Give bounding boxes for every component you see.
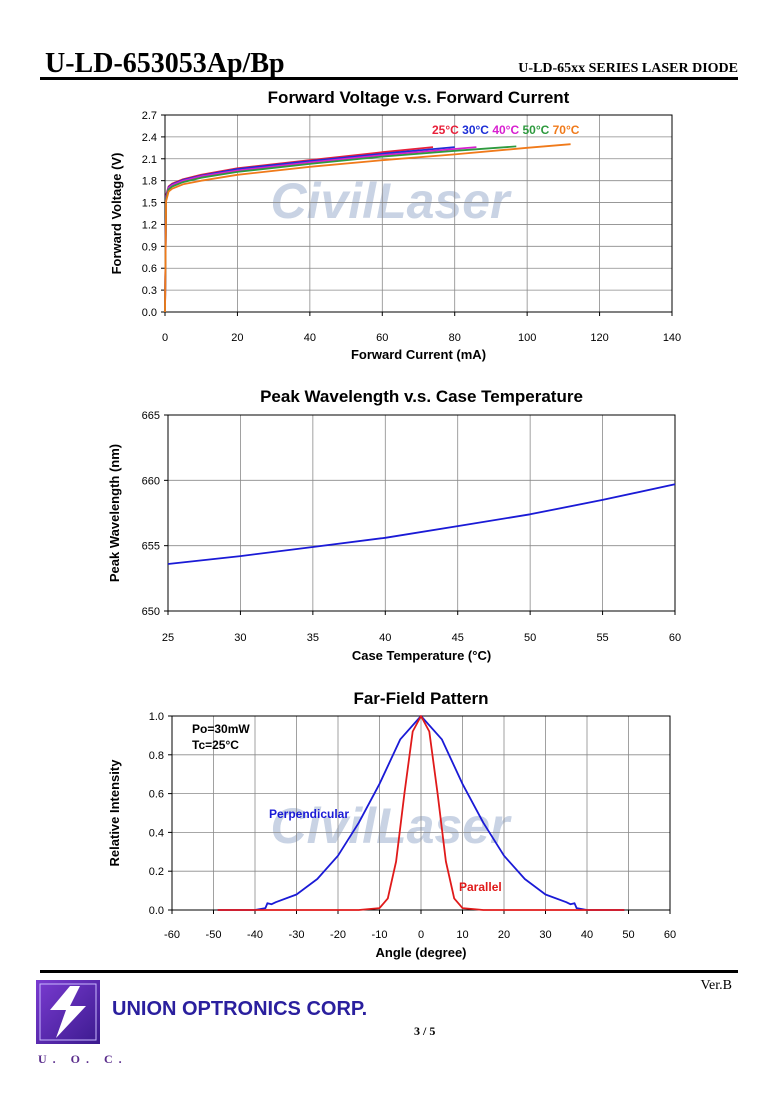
y-axis-label: Forward Voltage (V) [109, 153, 124, 275]
chart-title: Far-Field Pattern [353, 689, 488, 708]
x-tick-label: 60 [376, 332, 388, 344]
legend-entry: 40°C [492, 123, 522, 137]
legend-entry: 50°C [522, 123, 552, 137]
x-tick-label: 45 [452, 632, 464, 644]
x-tick-label: 25 [162, 632, 174, 644]
x-tick-label: 50 [524, 632, 536, 644]
legend-entry: 25°C [432, 123, 462, 137]
annotation-power: Po=30mW [192, 722, 250, 736]
y-tick-label: 2.1 [142, 154, 157, 166]
y-tick-label: 0.2 [149, 866, 164, 878]
x-tick-label: 35 [307, 632, 319, 644]
x-tick-label: 55 [596, 632, 608, 644]
x-tick-label: 50 [622, 929, 634, 941]
legend-entry: 70°C [553, 123, 580, 137]
y-tick-label: 0.0 [149, 905, 164, 917]
y-tick-label: 660 [142, 475, 160, 487]
y-tick-label: 0.9 [142, 241, 157, 253]
series-line-0 [167, 483, 676, 565]
y-tick-label: 655 [142, 541, 160, 553]
version-label: Ver.B [700, 978, 733, 993]
x-axis-label: Forward Current (mA) [351, 347, 486, 362]
annotation-temperature: Tc=25°C [192, 738, 239, 752]
legend: 25°C 30°C 40°C 50°C 70°C [432, 123, 580, 137]
x-tick-label: -60 [164, 929, 180, 941]
x-tick-label: 20 [231, 332, 243, 344]
x-tick-label: 40 [304, 332, 316, 344]
y-tick-label: 0.4 [149, 827, 164, 839]
logo-text: U. O. C. [38, 1052, 128, 1066]
x-tick-label: -30 [289, 929, 305, 941]
series-line-25c [164, 146, 434, 313]
x-axis-label: Case Temperature (°C) [352, 648, 491, 663]
y-tick-label: 0.0 [142, 307, 157, 319]
x-tick-label: 40 [379, 632, 391, 644]
x-tick-label: 80 [449, 332, 461, 344]
y-tick-label: 0.3 [142, 285, 157, 297]
company-name: UNION OPTRONICS CORP. [112, 998, 368, 1020]
legend-entry: 30°C [462, 123, 492, 137]
uoc-logo-icon [36, 980, 100, 1044]
series-line-40c [164, 146, 477, 313]
y-tick-label: 1.8 [142, 176, 157, 188]
y-tick-label: 0.6 [142, 263, 157, 275]
footer-rule [40, 970, 738, 973]
document-series: U-LD-65xx SERIES LASER DIODE [518, 61, 738, 76]
x-tick-label: 40 [581, 929, 593, 941]
plot-frame [164, 114, 673, 313]
y-tick-label: 0.6 [149, 789, 164, 801]
x-tick-label: 140 [663, 332, 681, 344]
page-number: 3 / 5 [414, 1024, 436, 1038]
watermark-text: CivilLaser [270, 173, 512, 229]
x-tick-label: 0 [418, 929, 424, 941]
chart-title: Peak Wavelength v.s. Case Temperature [260, 387, 583, 406]
x-tick-label: 10 [456, 929, 468, 941]
y-tick-label: 1.5 [142, 198, 157, 210]
y-axis-label: Relative Intensity [107, 759, 122, 867]
x-tick-label: 100 [518, 332, 536, 344]
x-tick-label: 120 [590, 332, 608, 344]
series-label-parallel: Parallel [459, 880, 502, 894]
y-tick-label: 665 [142, 410, 160, 422]
header-rule [40, 77, 738, 80]
x-tick-label: 0 [162, 332, 168, 344]
series-line-70c [164, 143, 571, 313]
chart-peak-wavelength: 25 30 35 40 45 50 55 60 650 655 660 665 Peak Wavelen… [107, 387, 681, 663]
y-tick-label: 2.7 [142, 110, 157, 122]
y-tick-label: 2.4 [142, 132, 157, 144]
y-tick-label: 0.8 [149, 750, 164, 762]
y-axis-label: Peak Wavelength (nm) [107, 444, 122, 582]
x-tick-label: 30 [539, 929, 551, 941]
series-label-perpendicular: Perpendicular [269, 807, 349, 821]
y-tick-label: 1.2 [142, 219, 157, 231]
document-title: U-LD-653053Ap/Bp [45, 48, 285, 79]
x-tick-label: 60 [669, 632, 681, 644]
x-axis-label: Angle (degree) [375, 945, 466, 960]
x-tick-label: 30 [234, 632, 246, 644]
y-tick-label: 1.0 [149, 711, 164, 723]
plot-frame [167, 414, 676, 612]
watermark-text: CivilLaser [270, 798, 512, 854]
chart-far-field: CivilLaser -60 -50 -40 -30 -20 -10 0 10 20 30 40 50 6… [107, 689, 676, 960]
x-tick-label: 20 [498, 929, 510, 941]
x-tick-label: -20 [330, 929, 346, 941]
y-tick-label: 650 [142, 606, 160, 618]
chart-forward-voltage: CivilLaser 0 20 40 60 80 100 120 140 0.0 0.3 0.6 0.9… [109, 88, 681, 362]
x-tick-label: -40 [247, 929, 263, 941]
series-line-parallel [217, 715, 625, 911]
x-tick-label: -10 [372, 929, 388, 941]
x-tick-label: 60 [664, 929, 676, 941]
chart-title: Forward Voltage v.s. Forward Current [268, 88, 570, 107]
x-tick-label: -50 [206, 929, 222, 941]
